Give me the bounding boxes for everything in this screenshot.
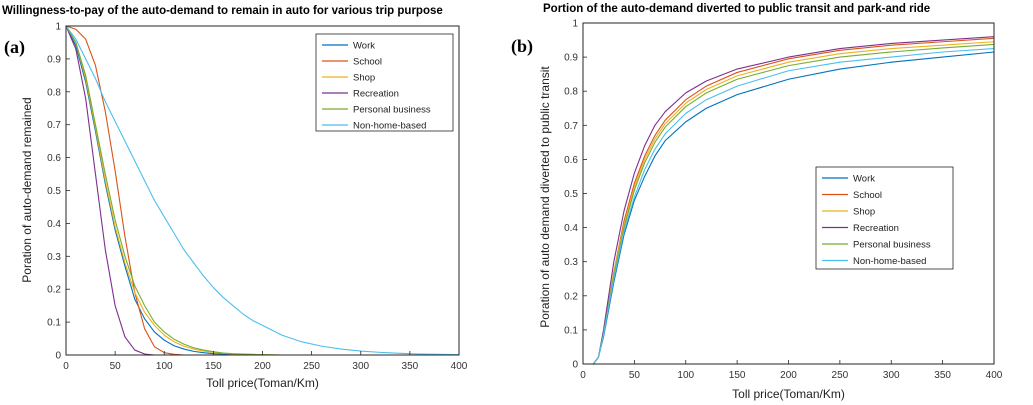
y-tick-label: 0.6 [47, 153, 61, 164]
panel-b: Portion of the auto-demand diverted to p… [511, 3, 1003, 401]
legend-box-a [315, 33, 454, 132]
chart-a-title: Willingness-to-pay of the auto-demand to… [2, 5, 443, 17]
legend-box-b [815, 166, 954, 270]
chart-b-title: Portion of the auto-demand diverted to p… [543, 3, 930, 15]
x-tick-label: 350 [402, 361, 419, 372]
x-tick-label: 50 [629, 370, 641, 381]
x-ticks-b: 0 50 100 150 200 250 300 350 400 [580, 360, 1003, 381]
legend-label: Non-home-based [353, 121, 426, 132]
x-tick-label: 150 [729, 370, 746, 381]
y-ticks-b: 0 0.1 0.2 0.3 0.4 0.5 0.6 0.7 0.8 0.9 1 [564, 19, 587, 371]
y-tick-label: 0.3 [564, 257, 578, 268]
x-ticks-a: 0 50 100 150 200 250 300 350 400 [63, 351, 468, 372]
y-tick-label: 1 [572, 19, 578, 30]
x-tick-label: 300 [883, 370, 900, 381]
series-group-b [592, 36, 995, 365]
y-tick-label: 0.2 [47, 285, 61, 296]
series-line-b-5 [592, 48, 995, 365]
panel-b-letter: (b) [511, 36, 533, 57]
y-tick-label: 0.4 [47, 219, 61, 230]
legend-b: Work School Shop Recreation Personal busines… [815, 166, 954, 270]
y-tick-label: 0.2 [564, 291, 578, 302]
x-tick-label: 200 [780, 370, 797, 381]
y-tick-label: 0.5 [564, 189, 578, 200]
legend-label: School [353, 57, 382, 68]
x-tick-label: 150 [205, 361, 222, 372]
y-tick-label: 0.8 [564, 87, 578, 98]
series-line-b-3 [592, 36, 995, 365]
panel-a-letter: (a) [4, 37, 25, 58]
x-axis-label-a: Toll price(Toman/Km) [206, 376, 319, 390]
y-tick-label: 0.8 [47, 87, 61, 98]
y-tick-label: 0 [55, 351, 61, 362]
x-tick-label: 100 [156, 361, 173, 372]
y-tick-label: 0.4 [564, 223, 578, 234]
x-tick-label: 100 [677, 370, 694, 381]
y-tick-label: 0.7 [47, 120, 61, 131]
y-axis-label-a: Poration of auto-demand remained [20, 97, 34, 282]
legend-label: Shop [353, 73, 375, 84]
legend-label: Recreation [853, 223, 899, 234]
legend-label: Non-home-based [853, 256, 926, 267]
y-tick-label: 0.1 [564, 325, 578, 336]
x-axis-label-b: Toll price(Toman/Km) [732, 387, 845, 401]
y-tick-label: 0.3 [47, 252, 61, 263]
y-tick-label: 0 [572, 360, 578, 371]
y-tick-label: 0.1 [47, 318, 61, 329]
legend-label: Work [853, 174, 875, 185]
legend-a: Work School Shop Recreation Personal busines… [315, 33, 454, 132]
y-tick-label: 0.9 [564, 53, 578, 64]
x-tick-label: 50 [110, 361, 122, 372]
x-tick-label: 200 [254, 361, 271, 372]
legend-label: School [853, 190, 882, 201]
y-tick-label: 0.7 [564, 121, 578, 132]
panel-a: Willingness-to-pay of the auto-demand to… [2, 5, 468, 390]
legend-label: Shop [853, 207, 875, 218]
legend-label: Personal business [853, 240, 931, 251]
x-tick-label: 0 [580, 370, 586, 381]
legend-label: Recreation [353, 89, 399, 100]
legend-label: Personal business [353, 105, 431, 116]
x-tick-label: 300 [352, 361, 369, 372]
y-axis-label-b: Poration of auto demand diverted to publ… [538, 66, 552, 328]
x-tick-label: 0 [63, 361, 69, 372]
x-tick-label: 350 [934, 370, 951, 381]
y-tick-label: 0.5 [47, 186, 61, 197]
x-tick-label: 400 [986, 370, 1003, 381]
x-tick-label: 250 [303, 361, 320, 372]
x-tick-label: 250 [832, 370, 849, 381]
y-ticks-a: 0 0.1 0.2 0.3 0.4 0.5 0.6 0.7 0.8 0.9 1 [47, 22, 70, 362]
legend-label: Work [353, 41, 375, 52]
x-tick-label: 400 [451, 361, 468, 372]
y-tick-label: 0.9 [47, 54, 61, 65]
y-tick-label: 0.6 [564, 155, 578, 166]
y-tick-label: 1 [55, 22, 61, 33]
